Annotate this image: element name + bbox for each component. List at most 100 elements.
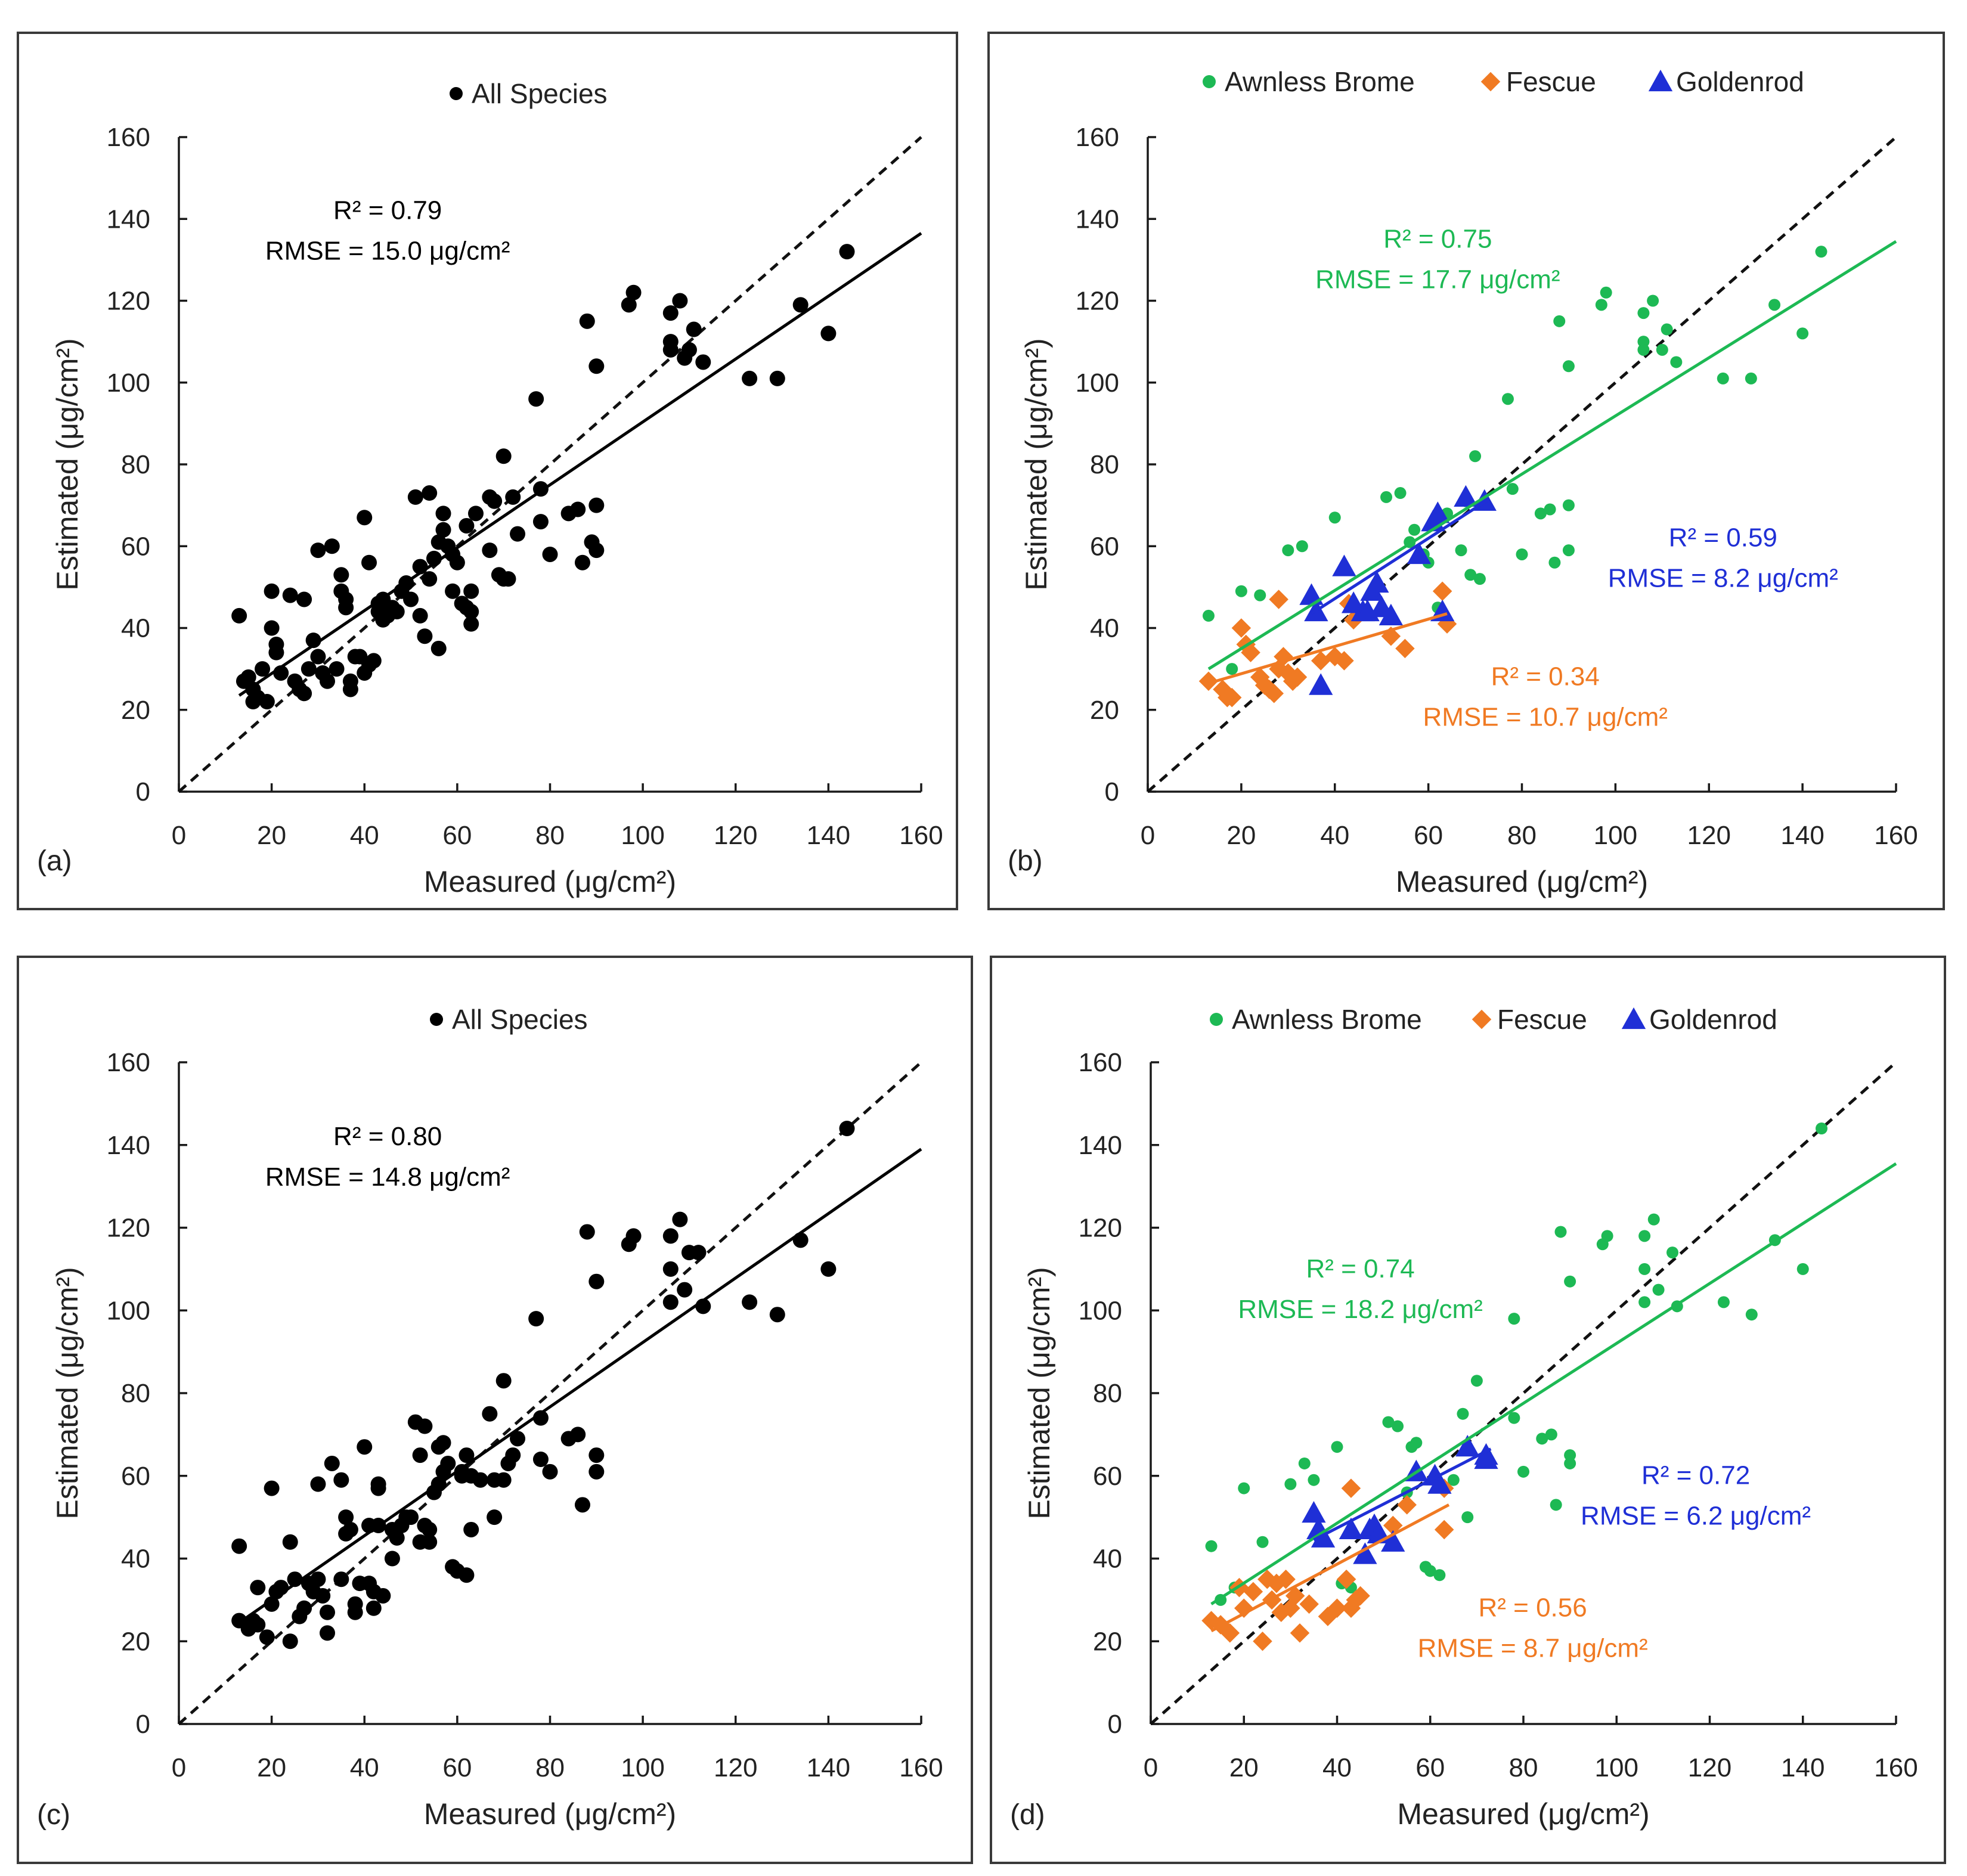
panel-frame xyxy=(990,956,1946,1864)
y-tick-label: 20 xyxy=(121,1627,150,1656)
y-tick-label: 80 xyxy=(121,1379,150,1408)
y-tick-label: 80 xyxy=(121,450,150,479)
data-point xyxy=(435,506,451,522)
y-axis-title: Estimated (μg/cm²) xyxy=(1023,1267,1056,1519)
data-point xyxy=(463,604,479,620)
data-point xyxy=(282,1534,298,1550)
data-point xyxy=(681,342,697,358)
data-point xyxy=(1332,554,1356,576)
data-point xyxy=(347,1604,363,1620)
data-point xyxy=(430,640,447,656)
data-point xyxy=(1299,583,1324,605)
data-point xyxy=(1652,1283,1665,1296)
legend-label-all: All Species xyxy=(472,78,608,109)
data-point xyxy=(1302,1501,1326,1523)
data-point xyxy=(1408,523,1421,536)
data-point xyxy=(324,1455,340,1471)
data-point xyxy=(1339,1517,1364,1540)
data-point xyxy=(1350,1586,1370,1606)
y-tick-label: 20 xyxy=(1093,1627,1122,1656)
r2-label-awnless_brome: R² = 0.75 xyxy=(1383,224,1492,253)
data-point xyxy=(1469,450,1482,463)
data-point xyxy=(361,554,377,570)
data-point xyxy=(570,1427,586,1443)
data-point xyxy=(542,546,558,562)
data-point xyxy=(463,583,479,599)
data-point xyxy=(1379,603,1404,626)
y-tick-label: 120 xyxy=(1076,287,1119,316)
data-point xyxy=(1470,1375,1483,1387)
legend-label-goldenrod: Goldenrod xyxy=(1676,66,1804,97)
y-tick-label: 140 xyxy=(1076,204,1119,234)
data-point xyxy=(1327,1598,1347,1618)
data-point xyxy=(672,1211,688,1227)
data-point xyxy=(505,489,521,505)
data-point xyxy=(1231,618,1252,638)
data-point xyxy=(588,1447,605,1463)
x-tick-label: 60 xyxy=(1414,821,1443,850)
data-point xyxy=(320,1604,335,1620)
y-axis-title: Estimated (μg/cm²) xyxy=(51,338,84,590)
data-point xyxy=(1331,1441,1343,1453)
data-point xyxy=(1638,1230,1651,1242)
chart-panel-b: 0 20 40 60 80 100 120 140 160 0 20 40 60 80 100 120 140 1… xyxy=(987,32,1945,910)
data-point xyxy=(1253,1632,1272,1651)
x-tick-label: 0 xyxy=(172,821,186,850)
x-tick-label: 160 xyxy=(899,821,943,850)
data-point xyxy=(588,542,605,559)
data-point xyxy=(264,1596,280,1612)
data-point xyxy=(1564,1457,1576,1469)
data-point xyxy=(422,1521,438,1537)
data-point xyxy=(1311,651,1331,671)
x-tick-label: 140 xyxy=(807,821,850,850)
x-tick-label: 40 xyxy=(350,821,379,850)
data-point xyxy=(625,284,642,300)
series-awnless_brome xyxy=(1205,1123,1827,1606)
data-point xyxy=(1816,1123,1827,1134)
data-point xyxy=(588,1273,605,1289)
data-point xyxy=(296,686,312,702)
data-point xyxy=(574,554,590,570)
x-tick-label: 100 xyxy=(621,1753,664,1782)
rmse-label-awnless_brome: RMSE = 17.7 μg/cm² xyxy=(1315,265,1560,294)
panel-frame xyxy=(17,32,958,910)
data-point xyxy=(1656,343,1668,356)
data-point xyxy=(1397,1495,1417,1515)
one-to-one-line xyxy=(1147,136,1897,793)
data-point xyxy=(532,1452,549,1467)
x-tick-label: 0 xyxy=(1141,821,1155,850)
data-point xyxy=(338,1509,354,1525)
data-point xyxy=(1564,1275,1576,1288)
panel-label: (a) xyxy=(37,845,72,877)
data-point xyxy=(1508,1412,1520,1424)
data-point xyxy=(662,1261,679,1277)
data-point xyxy=(839,244,855,260)
data-point xyxy=(449,554,465,570)
data-point xyxy=(1447,1474,1460,1486)
data-point xyxy=(412,1447,428,1463)
y-tick-label: 80 xyxy=(1090,450,1119,479)
data-point xyxy=(1562,360,1575,373)
x-tick-label: 0 xyxy=(1144,1753,1158,1782)
legend-label-fescue: Fescue xyxy=(1506,66,1596,97)
data-point xyxy=(1516,548,1528,560)
series-all xyxy=(231,244,855,710)
data-point xyxy=(422,571,438,587)
rmse-label-all: RMSE = 15.0 μg/cm² xyxy=(265,236,510,265)
data-point xyxy=(1501,393,1514,405)
data-point xyxy=(435,1435,451,1451)
fit-line-goldenrod xyxy=(1311,498,1490,615)
data-point xyxy=(1455,1435,1480,1457)
panel-label: (b) xyxy=(1008,845,1043,877)
data-point xyxy=(528,1311,544,1327)
data-point xyxy=(333,1472,349,1488)
data-point xyxy=(1198,671,1219,691)
data-point xyxy=(1234,1598,1254,1618)
data-point xyxy=(1381,1530,1405,1552)
data-point xyxy=(1601,1230,1613,1242)
data-point xyxy=(365,1600,382,1616)
y-tick-label: 0 xyxy=(136,777,150,807)
legend-label-awnless_brome: Awnless Brome xyxy=(1232,1004,1422,1035)
x-tick-label: 160 xyxy=(1874,1753,1918,1782)
